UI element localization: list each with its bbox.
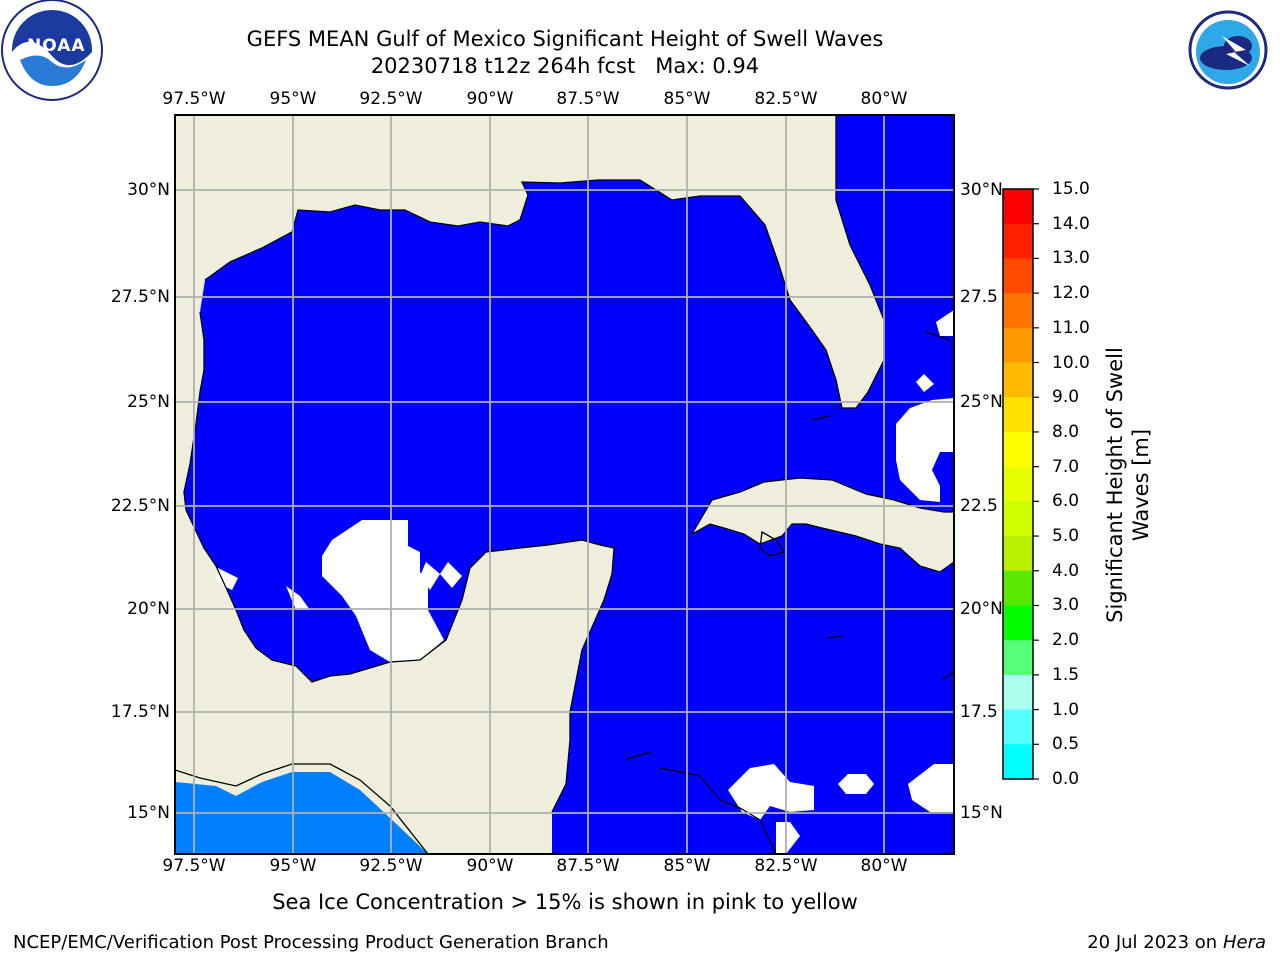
lon-tick-bottom: 85°W <box>663 856 711 876</box>
colorbar-segment <box>1003 397 1033 433</box>
no-data-patch <box>896 398 954 502</box>
lat-tick-right: 15°N <box>960 803 1003 823</box>
lat-tick-left: 27.5°N <box>110 287 170 307</box>
colorbar-tick-label: 11.0 <box>1052 317 1090 338</box>
colorbar-frame <box>1002 188 1034 780</box>
lat-tick-right: 17.5 <box>960 702 998 722</box>
noaa-logo-text: NOAA <box>27 36 86 56</box>
colorbar-segment <box>1003 536 1033 572</box>
colorbar-tick-label: 1.0 <box>1052 699 1080 720</box>
lat-tick-right: 30°N <box>960 180 1003 200</box>
lon-tick-top: 80°W <box>860 89 908 109</box>
footer-credit: NCEP/EMC/Verification Post Processing Pr… <box>13 932 609 953</box>
colorbar-segment <box>1003 327 1033 364</box>
colorbar-segment <box>1003 640 1033 676</box>
lat-tick-left: 25°N <box>127 392 170 412</box>
no-data-patch <box>838 774 874 794</box>
colorbar-tick-label: 12.0 <box>1052 283 1090 304</box>
colorbar-label: Significant Height of Swell Waves [m] <box>1102 325 1154 645</box>
colorbar-tick-label: 0.0 <box>1052 769 1080 789</box>
lon-tick-bottom: 97.5°W <box>162 856 226 876</box>
lon-tick-bottom: 80°W <box>860 856 908 876</box>
lon-tick-bottom: 87.5°W <box>556 856 620 876</box>
lat-tick-left: 15°N <box>127 803 170 823</box>
colorbar-segment <box>1003 293 1033 329</box>
colorbar-tick-label: 4.0 <box>1052 560 1080 581</box>
colorbar-label-line1: Significant Height of Swell <box>1103 347 1127 623</box>
colorbar-tick-label: 3.0 <box>1052 595 1080 616</box>
lat-tick-right: 25°N <box>960 392 1003 412</box>
colorbar-tick-label: 0.5 <box>1052 734 1080 755</box>
colorbar-segment <box>1003 466 1033 502</box>
lat-tick-right: 27.5 <box>960 287 998 307</box>
no-data-patch <box>322 520 444 662</box>
colorbar <box>1002 188 1039 780</box>
cuba-land <box>690 477 954 573</box>
lat-tick-right: 22.5 <box>960 496 998 516</box>
no-data-patch <box>440 562 462 588</box>
map-grid <box>175 115 954 854</box>
colorbar-tick-label: 13.0 <box>1052 248 1090 269</box>
colorbar-tick-label: 7.0 <box>1052 456 1080 477</box>
lon-tick-bottom: 82.5°W <box>754 856 818 876</box>
no-data-patch <box>916 374 934 392</box>
colorbar-segment <box>1003 570 1033 606</box>
chart-title: GEFS MEAN Gulf of Mexico Significant Hei… <box>246 27 884 51</box>
no-data-patch <box>908 764 954 812</box>
no-data-patch <box>936 310 954 336</box>
chart-subtitle: 20230718 t12z 264h fcst Max: 0.94 <box>370 54 760 78</box>
colorbar-tick-label: 1.5 <box>1052 664 1080 685</box>
colorbar-segment <box>1003 501 1033 537</box>
colorbar-tick-label: 6.0 <box>1052 491 1080 512</box>
lon-tick-bottom: 90°W <box>466 856 514 876</box>
colorbar-segment <box>1003 362 1033 398</box>
gulf-ocean <box>184 115 954 854</box>
lon-tick-top: 82.5°W <box>754 89 818 109</box>
no-data-patch <box>728 764 814 820</box>
colorbar-segment <box>1003 674 1033 711</box>
sea-ice-note: Sea Ice Concentration > 15% is shown in … <box>272 890 858 914</box>
colorbar-tick-label: 14.0 <box>1052 213 1090 234</box>
colorbar-tick-label: 2.0 <box>1052 630 1080 651</box>
colorbar-tick-label: 8.0 <box>1052 421 1080 442</box>
lat-tick-right: 20°N <box>960 599 1003 619</box>
no-data-patch <box>216 568 238 590</box>
lon-tick-top: 97.5°W <box>162 89 226 109</box>
colorbar-tick-label: 9.0 <box>1052 387 1080 408</box>
lon-tick-top: 90°W <box>466 89 514 109</box>
colorbar-segment <box>1003 189 1033 225</box>
lon-tick-bottom: 95°W <box>269 856 317 876</box>
lon-tick-top: 87.5°W <box>556 89 620 109</box>
no-data-patch <box>776 822 800 854</box>
lat-tick-left: 20°N <box>127 599 170 619</box>
footer-date: 20 Jul 2023 on Hera <box>1087 932 1266 953</box>
colorbar-segment <box>1003 709 1033 745</box>
lon-tick-top: 85°W <box>663 89 711 109</box>
colorbar-segment <box>1003 605 1033 641</box>
lat-tick-left: 30°N <box>127 180 170 200</box>
lon-tick-top: 92.5°W <box>359 89 423 109</box>
colorbar-segment <box>1003 223 1033 259</box>
lon-tick-top: 95°W <box>269 89 317 109</box>
colorbar-segment <box>1003 744 1033 780</box>
lat-tick-left: 22.5°N <box>110 496 170 516</box>
footer-host: Hera <box>1222 932 1266 953</box>
no-data-patch <box>286 586 310 610</box>
colorbar-label-line2: Waves [m] <box>1129 428 1153 542</box>
colorbar-segment <box>1003 431 1033 468</box>
colorbar-segment <box>1003 258 1033 294</box>
map-frame <box>174 114 955 855</box>
lat-tick-left: 17.5°N <box>110 702 170 722</box>
colorbar-tick-label: 10.0 <box>1052 352 1090 373</box>
no-data-patch <box>420 562 440 590</box>
colorbar-tick-label: 15.0 <box>1052 179 1090 199</box>
lon-tick-bottom: 92.5°W <box>359 856 423 876</box>
colorbar-tick-label: 5.0 <box>1052 526 1080 547</box>
footer-date-text: 20 Jul 2023 on <box>1087 932 1223 953</box>
